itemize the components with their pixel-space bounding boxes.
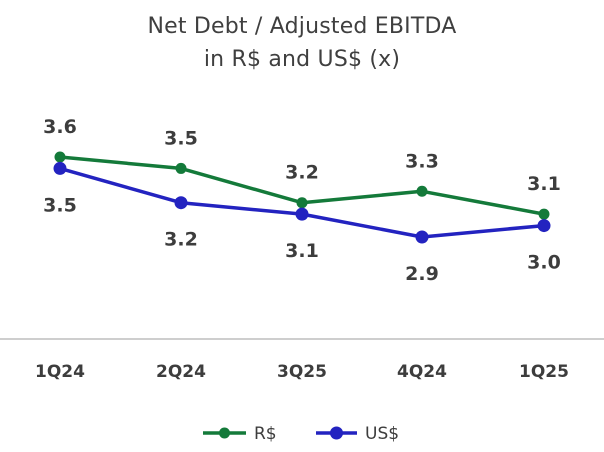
x-tick-label-4q24: 4Q24 bbox=[397, 362, 447, 382]
data-label-us-3q25: 3.1 bbox=[285, 240, 319, 262]
x-tick-label-3q25: 3Q25 bbox=[277, 362, 327, 382]
data-point-us-4q24 bbox=[415, 230, 429, 244]
data-label-us-1q25: 3.0 bbox=[527, 252, 561, 274]
data-label-r-1q24: 3.6 bbox=[43, 116, 77, 138]
data-point-r-3q25 bbox=[296, 197, 308, 209]
legend-item-r: R$ bbox=[203, 424, 277, 444]
data-point-us-1q25 bbox=[537, 219, 551, 233]
data-point-us-3q25 bbox=[295, 207, 309, 221]
data-point-r-2q24 bbox=[175, 162, 187, 174]
x-tick-label-1q24: 1Q24 bbox=[35, 362, 85, 382]
legend-item-us: US$ bbox=[316, 424, 399, 444]
data-label-us-2q24: 3.2 bbox=[164, 229, 198, 251]
data-label-us-1q24: 3.5 bbox=[43, 194, 77, 216]
legend-label-us: US$ bbox=[365, 424, 399, 444]
legend-marker-r bbox=[219, 427, 230, 439]
data-label-r-2q24: 3.5 bbox=[164, 127, 198, 149]
data-label-r-4q24: 3.3 bbox=[405, 150, 439, 172]
data-label-us-4q24: 2.9 bbox=[405, 263, 439, 285]
chart-title: Net Debt / Adjusted EBITDA bbox=[147, 14, 457, 39]
x-tick-label-2q24: 2Q24 bbox=[156, 362, 206, 382]
data-point-us-1q24 bbox=[53, 161, 67, 175]
chart-subtitle: in R$ and US$ (x) bbox=[203, 47, 401, 72]
data-label-r-1q25: 3.1 bbox=[527, 173, 561, 195]
data-label-r-3q25: 3.2 bbox=[285, 162, 319, 184]
data-point-r-1q24 bbox=[54, 151, 66, 163]
data-point-us-2q24 bbox=[174, 196, 188, 210]
legend-marker-us bbox=[330, 426, 343, 440]
x-tick-label-1q25: 1Q25 bbox=[519, 362, 569, 382]
data-point-r-1q25 bbox=[538, 208, 550, 220]
legend-label-r: R$ bbox=[254, 424, 277, 444]
data-point-r-4q24 bbox=[416, 185, 428, 197]
